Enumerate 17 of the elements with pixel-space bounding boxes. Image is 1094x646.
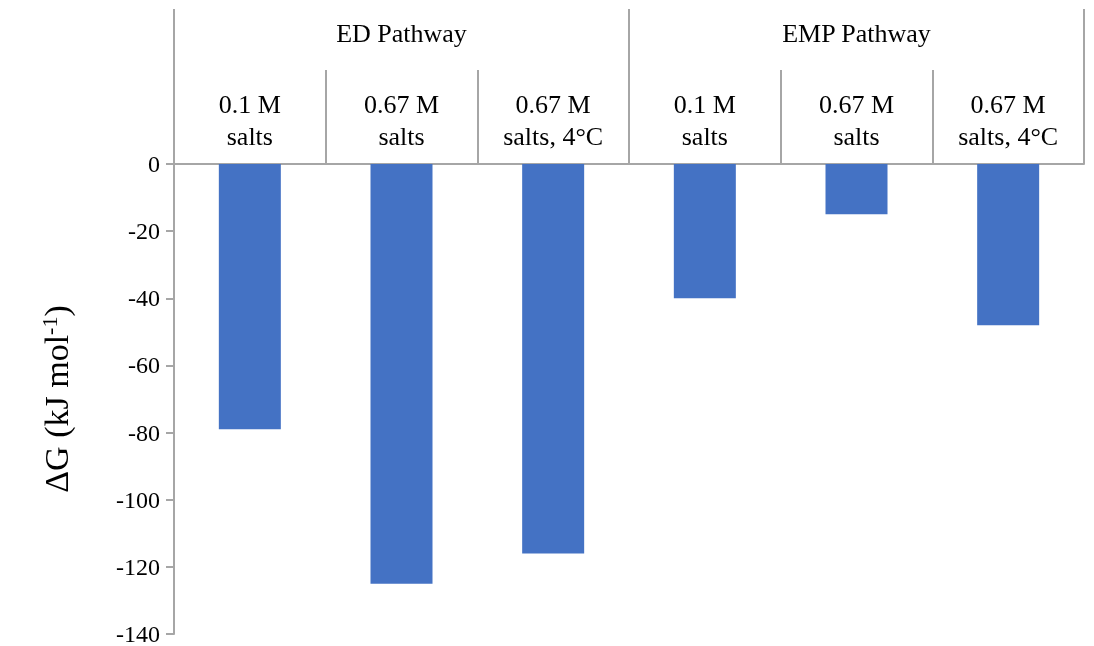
y-tick-label: -120 xyxy=(116,553,160,580)
y-tick-label: -20 xyxy=(128,218,160,245)
y-tick-label: -60 xyxy=(128,352,160,379)
text: ED Pathway xyxy=(336,18,467,48)
x-tick-label: 0.67 M salts, 4°C xyxy=(958,89,1059,151)
x-tick-label: 0.67 M salts xyxy=(818,89,895,151)
x-tick-label: 0.67 M salts, 4°C xyxy=(503,89,604,151)
x-tick-label: 0.1 M salts xyxy=(218,89,281,151)
text: EMP Pathway xyxy=(782,18,931,48)
y-tick-label: -100 xyxy=(116,486,160,513)
x-tick-label: 0.1 M salts xyxy=(673,89,736,151)
y-tick-label: 0 xyxy=(148,151,160,177)
y-tick-label: -40 xyxy=(128,285,160,312)
y-tick-label: -80 xyxy=(128,419,160,446)
y-axis-title: ΔG (kJ mol-1) xyxy=(36,305,76,493)
x-tick-label: 0.67 M salts xyxy=(363,89,440,151)
y-tick-label: -140 xyxy=(116,621,160,646)
